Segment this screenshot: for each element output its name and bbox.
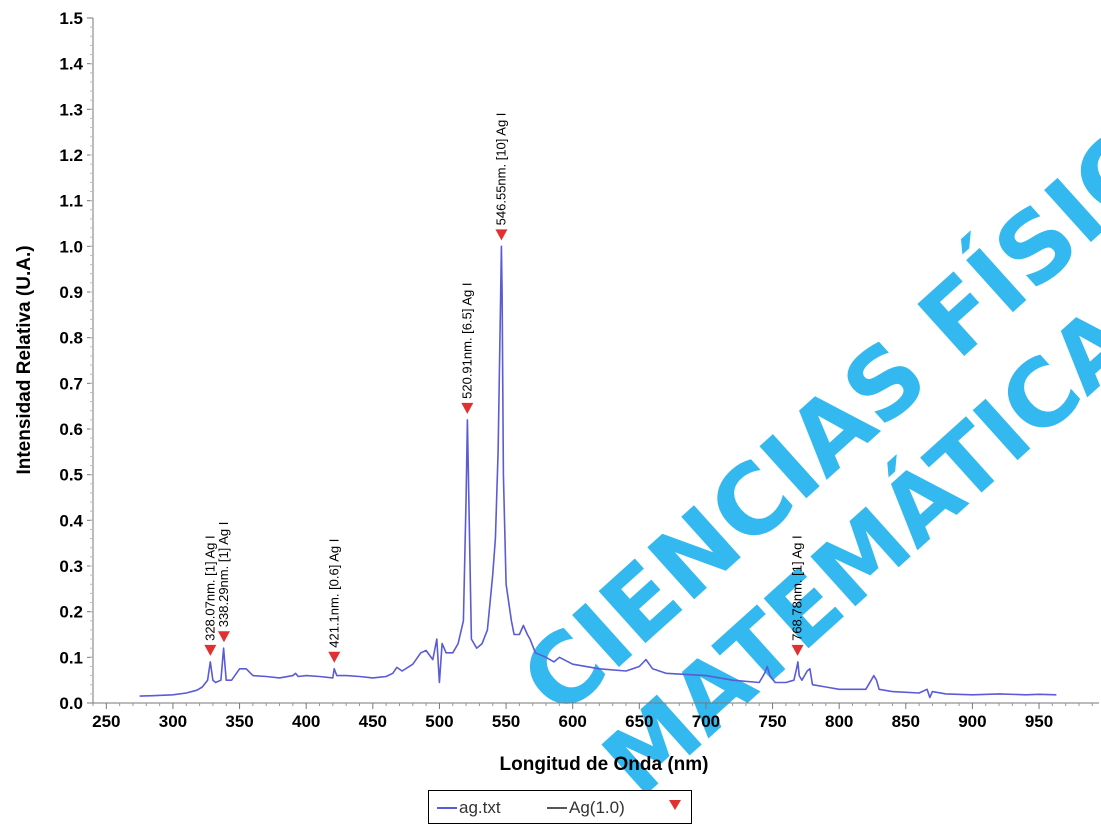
watermark: CIENCIAS FÍSICAS MATEMÁTICAS <box>500 14 1101 816</box>
legend-swatch-ag-txt <box>437 807 457 809</box>
legend-label-ag-txt: ag.txt <box>459 798 501 817</box>
axes: 250 300 350 400 450 500 550 600 650 700 750 800 850 9… <box>59 9 1099 731</box>
peak-label: 328.07nm. [1] Ag I <box>202 535 217 641</box>
peak-label: 338.29nm. [1] Ag I <box>216 522 231 628</box>
peak-marker <box>204 644 217 656</box>
y-tick-label: 0.5 <box>59 466 83 485</box>
x-axis-title: Longitud de Onda (nm) <box>500 754 709 775</box>
x-tick-label: 300 <box>159 712 187 731</box>
peak-label: 421.1nm. [0.6] Ag I <box>326 539 341 648</box>
peak-marker <box>328 651 341 663</box>
x-tick-label: 950 <box>1025 712 1053 731</box>
y-tick-label: 0.9 <box>59 283 83 302</box>
legend-item-ag-txt: ag.txt <box>437 798 501 818</box>
y-tick-label: 0.0 <box>59 694 83 713</box>
peak-marker <box>495 229 508 241</box>
x-tick-label: 250 <box>92 712 120 731</box>
x-ticks: 250 300 350 400 450 500 550 600 650 700 750 800 850 9… <box>92 703 1093 731</box>
y-tick-label: 0.6 <box>59 420 83 439</box>
legend-item-ag-ref: Ag(1.0) <box>547 798 625 818</box>
peak-label: 520.91nm. [6.5] Ag I <box>459 283 474 399</box>
x-tick-label: 750 <box>758 712 786 731</box>
y-tick-label: 1.5 <box>59 9 83 28</box>
y-tick-label: 1.1 <box>59 192 83 211</box>
peak-label: 768.78nm. [1] Ag I <box>790 535 805 641</box>
peak-marker <box>791 644 804 656</box>
peak-marker <box>217 631 230 643</box>
legend-label-ag-ref: Ag(1.0) <box>569 798 625 817</box>
legend-peak-marker-icon <box>669 800 681 810</box>
legend: ag.txt Ag(1.0) <box>428 790 692 824</box>
y-tick-label: 0.1 <box>59 648 83 667</box>
y-tick-label: 1.0 <box>59 237 83 256</box>
x-tick-label: 400 <box>292 712 320 731</box>
x-tick-label: 700 <box>692 712 720 731</box>
y-ticks: 0.0 0.1 0.2 0.3 0.4 0.5 0.6 0.7 0.8 0.9 1.0 1.1 1.2 1… <box>59 9 93 713</box>
x-tick-label: 650 <box>625 712 653 731</box>
y-tick-label: 1.3 <box>59 100 83 119</box>
y-tick-label: 0.3 <box>59 557 83 576</box>
x-tick-label: 900 <box>958 712 986 731</box>
y-tick-label: 1.4 <box>59 55 83 74</box>
series-line-0 <box>139 245 1057 699</box>
y-tick-label: 0.2 <box>59 603 83 622</box>
x-tick-label: 500 <box>425 712 453 731</box>
y-tick-label: 0.8 <box>59 329 83 348</box>
legend-swatch-ag-ref <box>547 807 567 809</box>
y-tick-label: 1.2 <box>59 146 83 165</box>
peak-marker <box>461 402 474 414</box>
y-axis-title: Intensidad Relativa (U.A.) <box>14 245 35 474</box>
x-tick-label: 550 <box>492 712 520 731</box>
x-tick-label: 850 <box>892 712 920 731</box>
series-layer <box>139 245 1057 699</box>
y-tick-label: 0.4 <box>59 511 83 530</box>
peak-label: 546.55nm. [10] Ag I <box>493 113 508 226</box>
x-tick-label: 800 <box>825 712 853 731</box>
x-tick-label: 600 <box>558 712 586 731</box>
x-tick-label: 350 <box>225 712 253 731</box>
x-tick-label: 450 <box>359 712 387 731</box>
y-tick-label: 0.7 <box>59 374 83 393</box>
